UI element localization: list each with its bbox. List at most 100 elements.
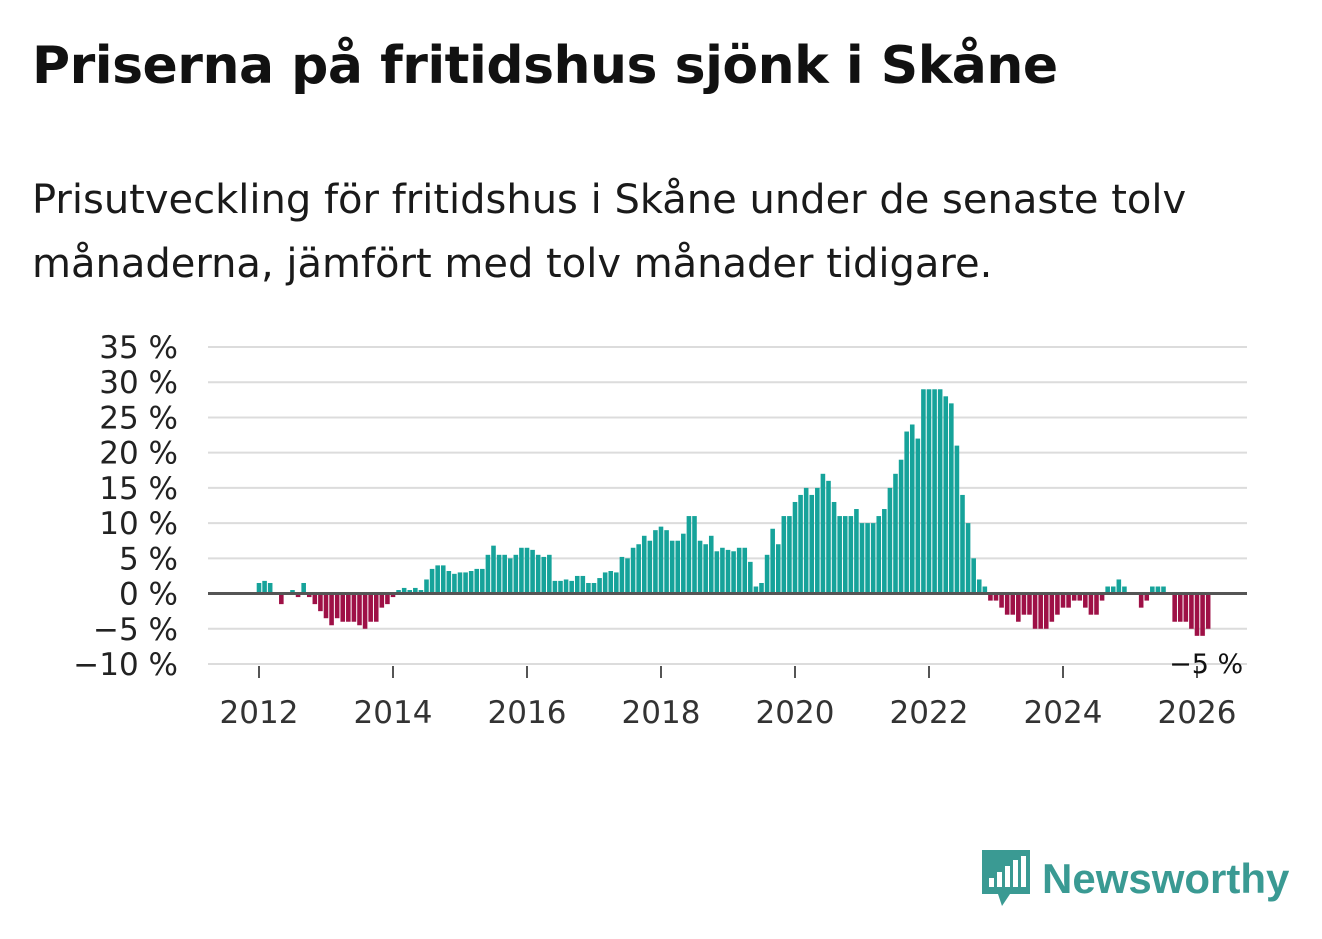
bar (256, 582, 262, 594)
bar (937, 389, 943, 594)
bar (318, 593, 323, 612)
bar (731, 551, 736, 594)
bar (602, 572, 608, 594)
bar (463, 572, 468, 594)
bar (1099, 593, 1105, 601)
bar (1004, 593, 1010, 615)
bar (290, 590, 295, 594)
bar (1194, 593, 1200, 636)
bar (854, 509, 859, 594)
bar (390, 593, 396, 598)
bar (452, 573, 457, 594)
x-tick-label: 2024 (1024, 695, 1103, 731)
bar (1066, 593, 1071, 608)
y-tick-label: −5 % (93, 612, 178, 648)
bar (614, 572, 619, 594)
bar (340, 593, 346, 622)
y-tick-label: 15 % (99, 471, 178, 507)
bar (759, 582, 764, 594)
bar (625, 558, 630, 594)
bar (742, 547, 748, 594)
bar (569, 580, 574, 594)
bar (876, 516, 882, 594)
bar (329, 593, 334, 626)
bar (346, 593, 351, 622)
bar (865, 523, 870, 594)
bar (491, 545, 496, 594)
bar (535, 554, 541, 594)
bar (831, 501, 837, 594)
bar (1205, 593, 1211, 629)
bar (630, 547, 636, 594)
chart-subtitle: Prisutveckling för fritidshus i Skåne un… (32, 177, 1187, 287)
bar (362, 593, 368, 629)
bars (256, 389, 1211, 636)
bar (904, 431, 909, 594)
bar (306, 593, 312, 598)
bar (312, 593, 318, 605)
bar (357, 593, 362, 626)
bar (787, 516, 792, 594)
bar (1055, 593, 1060, 615)
bar (1071, 593, 1077, 601)
bar (658, 526, 664, 594)
bar (440, 565, 446, 594)
x-axis: 2012 2014 2016 2018 2020 2022 2024 2026 (220, 666, 1236, 731)
bar (1105, 586, 1110, 594)
bar (669, 540, 675, 594)
bar (418, 590, 424, 594)
y-axis: 35 %30 %25 %20 %15 %10 %5 %0 %−5 %−10 % (73, 330, 178, 683)
bar-chart: 35 %30 %25 %20 %15 %10 %5 %0 %−5 %−10 % … (73, 330, 1247, 731)
bar (563, 579, 569, 594)
bar (1172, 593, 1177, 622)
bar (1122, 586, 1127, 594)
bar (748, 561, 753, 594)
y-tick-label: 0 % (119, 577, 178, 613)
bar (446, 571, 452, 594)
bar (401, 587, 407, 594)
y-tick-label: 30 % (99, 365, 178, 401)
bar (815, 487, 820, 594)
newsworthy-brand[interactable]: Newsworthy (980, 848, 1289, 910)
bar (932, 389, 937, 594)
bar (1083, 593, 1088, 608)
bar (1150, 586, 1155, 594)
bar (1138, 593, 1144, 608)
bar (1094, 593, 1099, 615)
bar (893, 473, 898, 594)
bar (1060, 593, 1066, 608)
bar (697, 540, 703, 594)
bar (279, 593, 284, 605)
bar (960, 494, 965, 594)
bar (1200, 593, 1205, 636)
y-tick-label: 35 % (99, 330, 178, 366)
y-tick-label: 20 % (99, 436, 178, 472)
bar (323, 593, 329, 619)
bar (530, 549, 535, 594)
bar (1183, 593, 1189, 622)
bar (909, 424, 915, 594)
bar (1038, 593, 1043, 629)
bar (988, 593, 993, 601)
bar (971, 558, 976, 594)
bar (1161, 586, 1166, 594)
bar (954, 445, 960, 594)
bar (457, 572, 463, 594)
bar (820, 473, 826, 594)
bar (921, 389, 926, 594)
bar (653, 530, 658, 594)
bar (775, 544, 781, 594)
bar (943, 396, 949, 594)
bar (474, 568, 480, 594)
bar (580, 575, 586, 594)
x-tick-label: 2018 (622, 695, 701, 731)
bar (1110, 586, 1116, 594)
x-tick-label: 2022 (890, 695, 969, 731)
bar (926, 389, 932, 594)
grid-lines (208, 346, 1247, 665)
bar (351, 593, 357, 622)
x-tick-label: 2016 (488, 695, 567, 731)
bar (898, 459, 904, 594)
bar (413, 587, 418, 594)
bar (519, 547, 524, 594)
